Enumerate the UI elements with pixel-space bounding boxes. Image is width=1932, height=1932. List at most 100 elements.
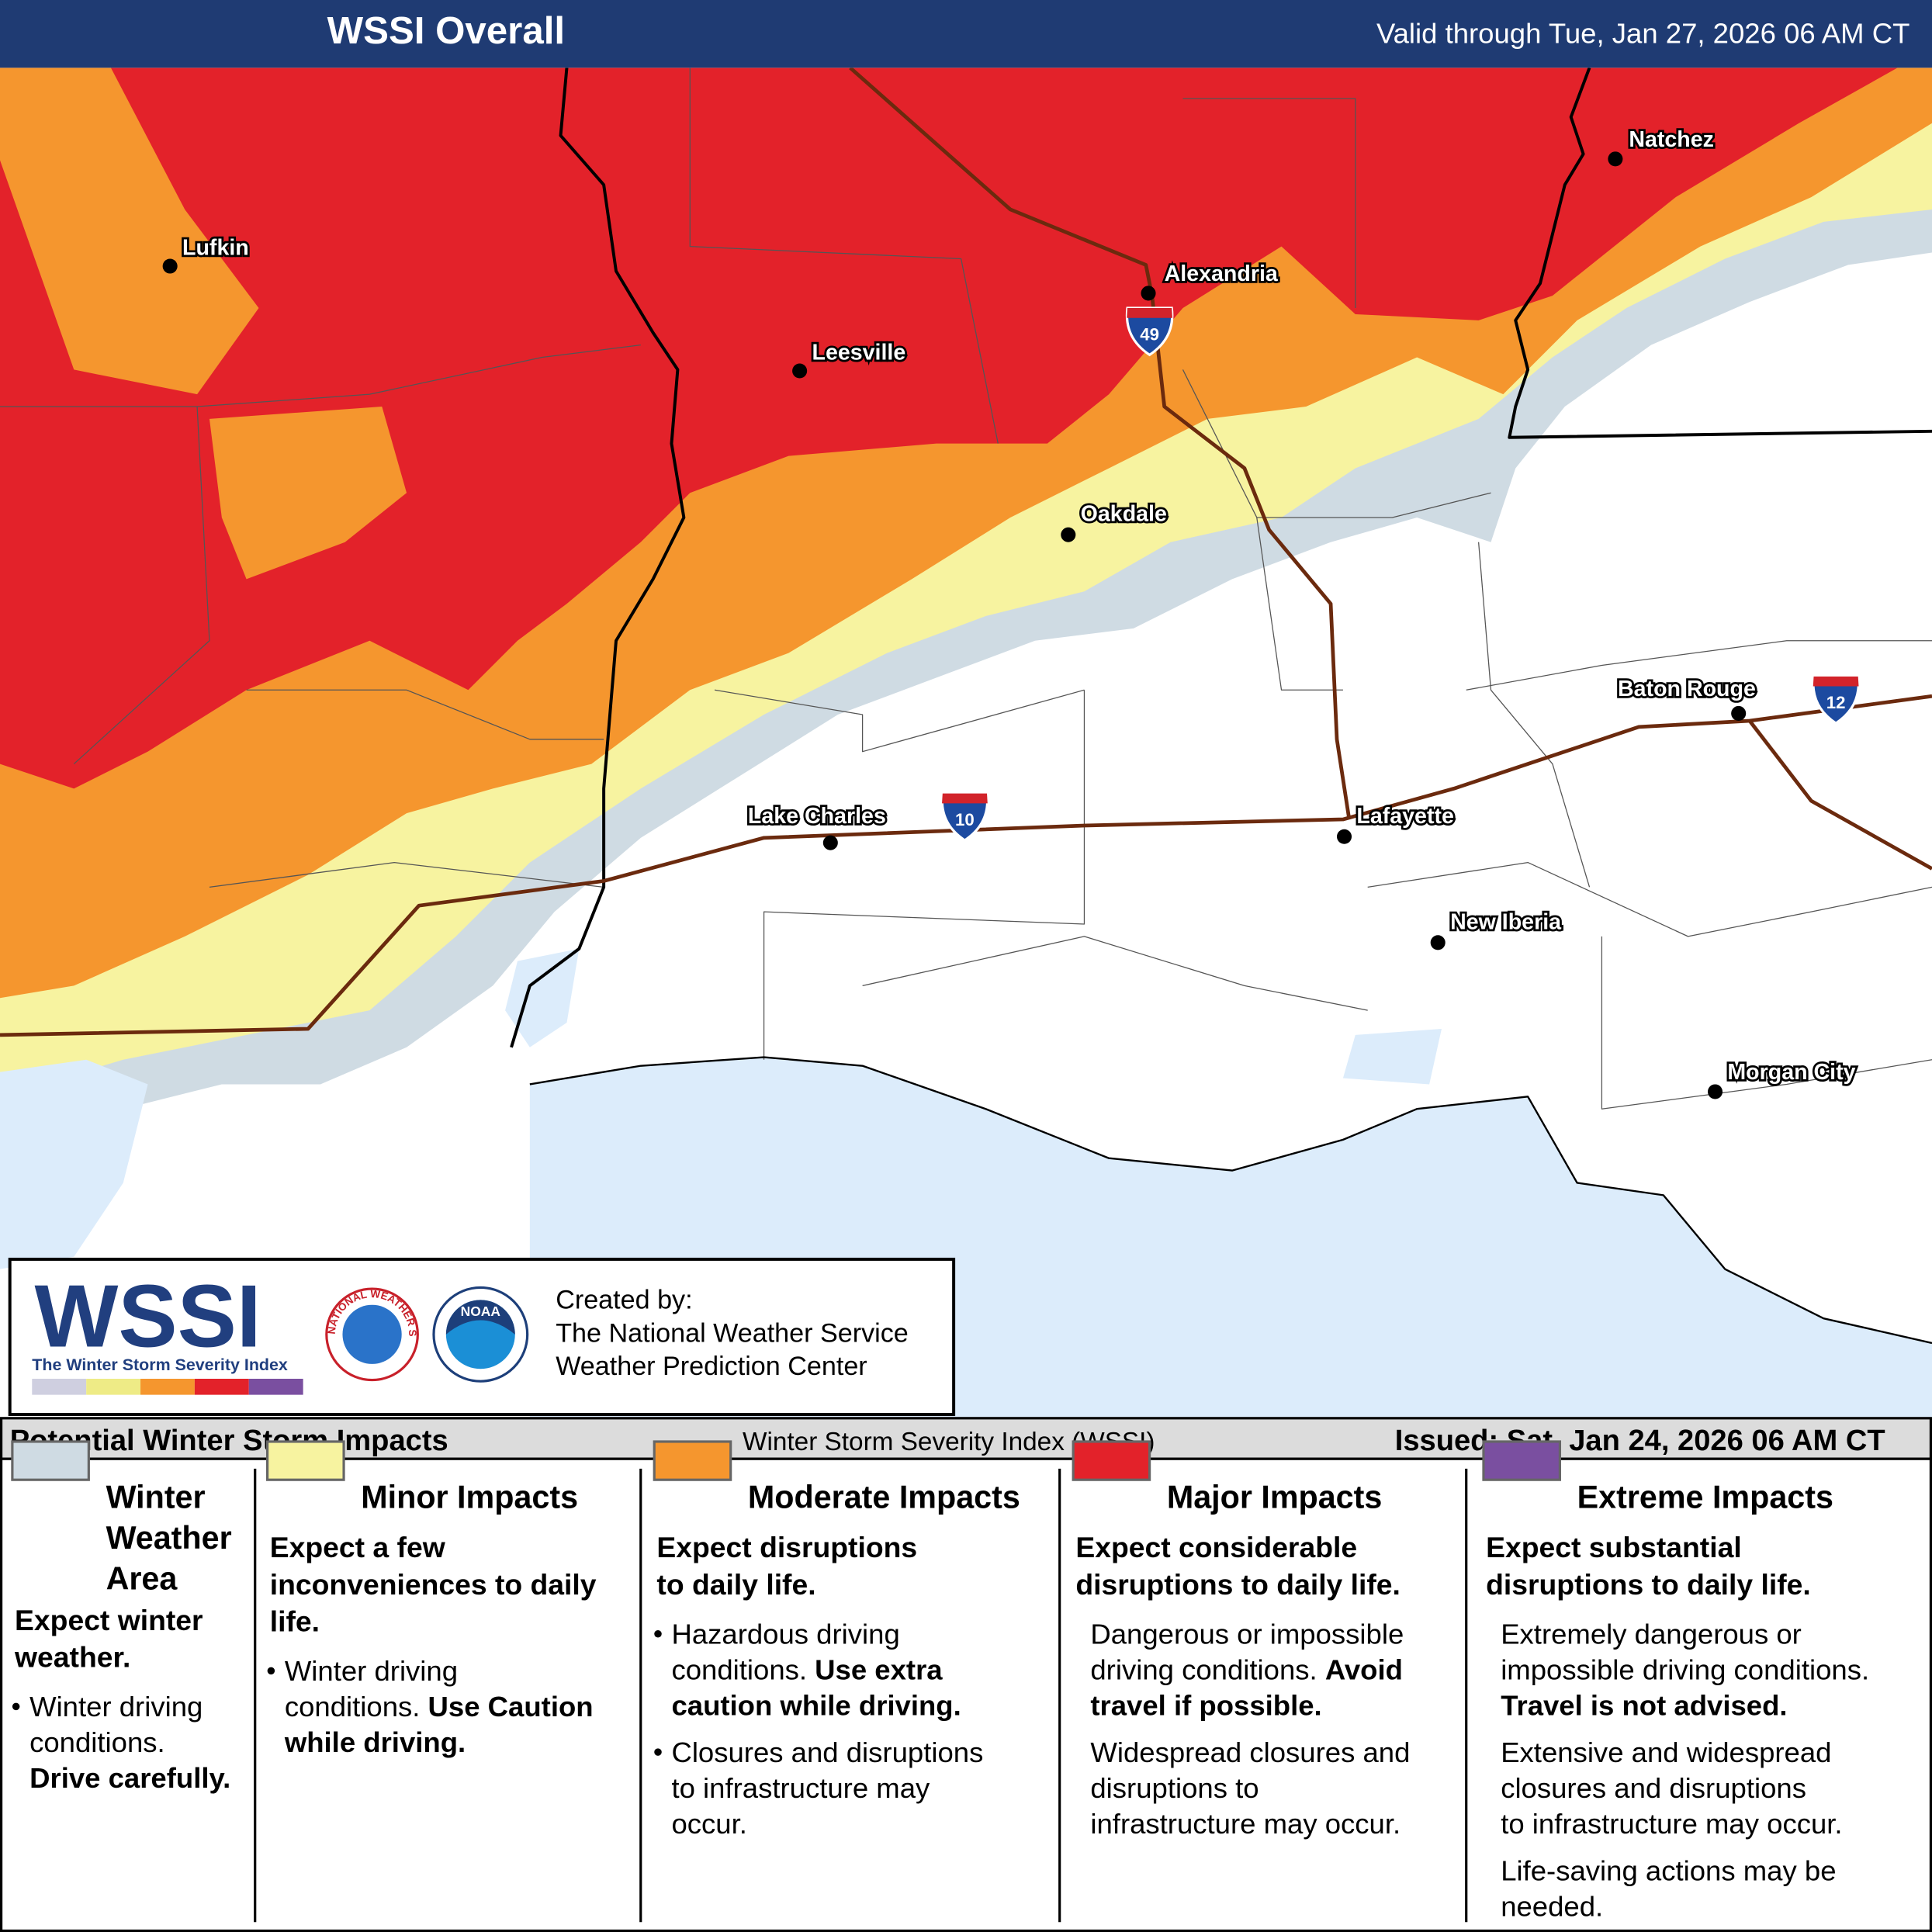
legend-headline: Expect substantial (1486, 1531, 1742, 1563)
legend-note-text: caution while driving. (671, 1690, 961, 1722)
city-dot (1608, 151, 1623, 167)
legend: Winter Weather Area Expect winter weather. Wi… (11, 1440, 1869, 1922)
legend-note-text: to infrastructure may occur. (1501, 1808, 1842, 1840)
legend-headline: to daily life. (656, 1568, 815, 1601)
parish-line (862, 936, 1368, 1011)
legend-note-line: impossible driving conditions. (1501, 1653, 1869, 1685)
legend-swatch (1482, 1440, 1562, 1481)
legend-note-text: Closures and disruptions (671, 1736, 983, 1768)
legend-bullet (654, 1629, 662, 1638)
legend-bullet (267, 1667, 275, 1675)
interstate-shield (940, 792, 989, 842)
highway (1748, 719, 1932, 871)
legend-note-line: Drive carefully. (29, 1762, 230, 1794)
legend-note-text: Use extra (815, 1653, 943, 1685)
map: 49 10 12 Lufkin Leesville Alexandria Natchez Oa… (0, 68, 1932, 1418)
logo-bar (86, 1378, 141, 1395)
city-dot (1141, 286, 1156, 301)
legend-title: Moderate Impacts (748, 1480, 1020, 1515)
bay (0, 1059, 148, 1269)
city-label: Lafayette (1356, 804, 1453, 829)
legend-note-line: Extensive and widespread (1501, 1736, 1831, 1768)
legend-note-text: occur. (671, 1808, 746, 1840)
city-label: Lufkin (182, 236, 249, 261)
legend-note-line: Winter driving (285, 1655, 458, 1687)
parish-line (763, 690, 1085, 1060)
legend-note-text: Drive carefully. (29, 1762, 230, 1794)
legend-title: Area (106, 1561, 178, 1597)
legend-headline: inconveniences to daily (270, 1568, 597, 1601)
legend-note-line: conditions. (29, 1726, 165, 1758)
legend-note-line: Extremely dangerous or (1501, 1618, 1802, 1650)
moderate-zone (0, 68, 259, 395)
legend-note-line: conditions. Use extra (671, 1653, 943, 1685)
parish-line (689, 68, 999, 444)
lake (1342, 1028, 1442, 1085)
noaa-wave (445, 1300, 515, 1335)
legend-note-text: Avoid (1325, 1653, 1403, 1685)
legend-note-text: impossible driving conditions. (1501, 1653, 1869, 1685)
legend-note-text: Extensive and widespread (1501, 1736, 1831, 1768)
legend-note-line: driving conditions. Avoid (1090, 1653, 1403, 1685)
legend-note-line: to infrastructure may (671, 1772, 930, 1804)
legend-note-line: needed. (1501, 1890, 1603, 1922)
legend-bullet (654, 1748, 662, 1756)
legend-note-line: Closures and disruptions (671, 1736, 983, 1768)
legend-note-text: Extremely dangerous or (1501, 1618, 1802, 1650)
city-label: Alexandria (1165, 261, 1279, 286)
legend-headline: disruptions to daily life. (1486, 1568, 1811, 1601)
interstate-shield (1812, 675, 1860, 725)
legend-note-line: caution while driving. (671, 1690, 961, 1722)
legend-note-text: Dangerous or impossible (1090, 1618, 1404, 1650)
parish-line (0, 406, 210, 765)
logo-bar (140, 1378, 195, 1395)
created-by: Weather Prediction Center (556, 1352, 867, 1381)
parish-line (1477, 542, 1591, 888)
legend-note-line: Widespread closures and (1090, 1736, 1410, 1768)
city-label: Lake Charles (748, 804, 886, 829)
parish-line (1182, 98, 1356, 309)
wssi-logo: WSSI (34, 1268, 261, 1366)
header-valid: Valid through Tue, Jan 27, 2026 06 AM CT (1376, 18, 1909, 50)
city-label: Oakdale (1081, 502, 1167, 527)
legend-note-line: closures and disruptions (1501, 1772, 1806, 1804)
logo-bar (248, 1378, 303, 1395)
legend-note-text: needed. (1501, 1890, 1603, 1922)
legend-note-text: Winter driving (285, 1655, 458, 1687)
legend-note-text: conditions. (29, 1726, 165, 1758)
legend-note-line: travel if possible. (1090, 1690, 1321, 1722)
parish-line (1367, 861, 1932, 937)
legend-note-line: conditions. Use Caution (285, 1691, 594, 1723)
state-line (1508, 68, 1932, 439)
interstate-shield (1125, 306, 1174, 357)
legend-swatch (266, 1440, 345, 1481)
city-dot (1707, 1084, 1723, 1099)
legend-note-text: Life-saving actions may be (1501, 1854, 1836, 1886)
legend-note-text: to infrastructure may (671, 1772, 930, 1804)
city-dot (1061, 527, 1076, 542)
wssi-logo-subtitle: The Winter Storm Severity Index (32, 1356, 288, 1374)
legend-note-line: to infrastructure may occur. (1501, 1808, 1842, 1840)
city-label: New Iberia (1450, 909, 1562, 934)
legend-note-line: Hazardous driving (671, 1618, 899, 1650)
legend-headline: Expect a few (270, 1531, 446, 1563)
legend-swatch (11, 1440, 90, 1481)
created-by: The National Weather Service (556, 1318, 909, 1348)
legend-frame (0, 1457, 1932, 1932)
legend-note-line: Life-saving actions may be (1501, 1854, 1836, 1886)
parish-line (209, 861, 604, 888)
city-dot (1731, 705, 1747, 721)
legend-note-line: disruptions to (1090, 1772, 1259, 1804)
city-dot (1430, 935, 1446, 950)
lake (505, 948, 580, 1047)
legend-bullet (12, 1702, 20, 1711)
legend-note-line: Dangerous or impossible (1090, 1618, 1404, 1650)
header-bar (0, 0, 1932, 68)
parish-line (714, 689, 1085, 753)
legend-note-line: occur. (671, 1808, 746, 1840)
legend-note-text: Winter driving (29, 1691, 203, 1723)
city-label: Natchez (1629, 127, 1714, 152)
legend-headline: weather. (14, 1641, 130, 1674)
major-zone (0, 68, 1898, 789)
legend-title: Minor Impacts (361, 1480, 578, 1515)
